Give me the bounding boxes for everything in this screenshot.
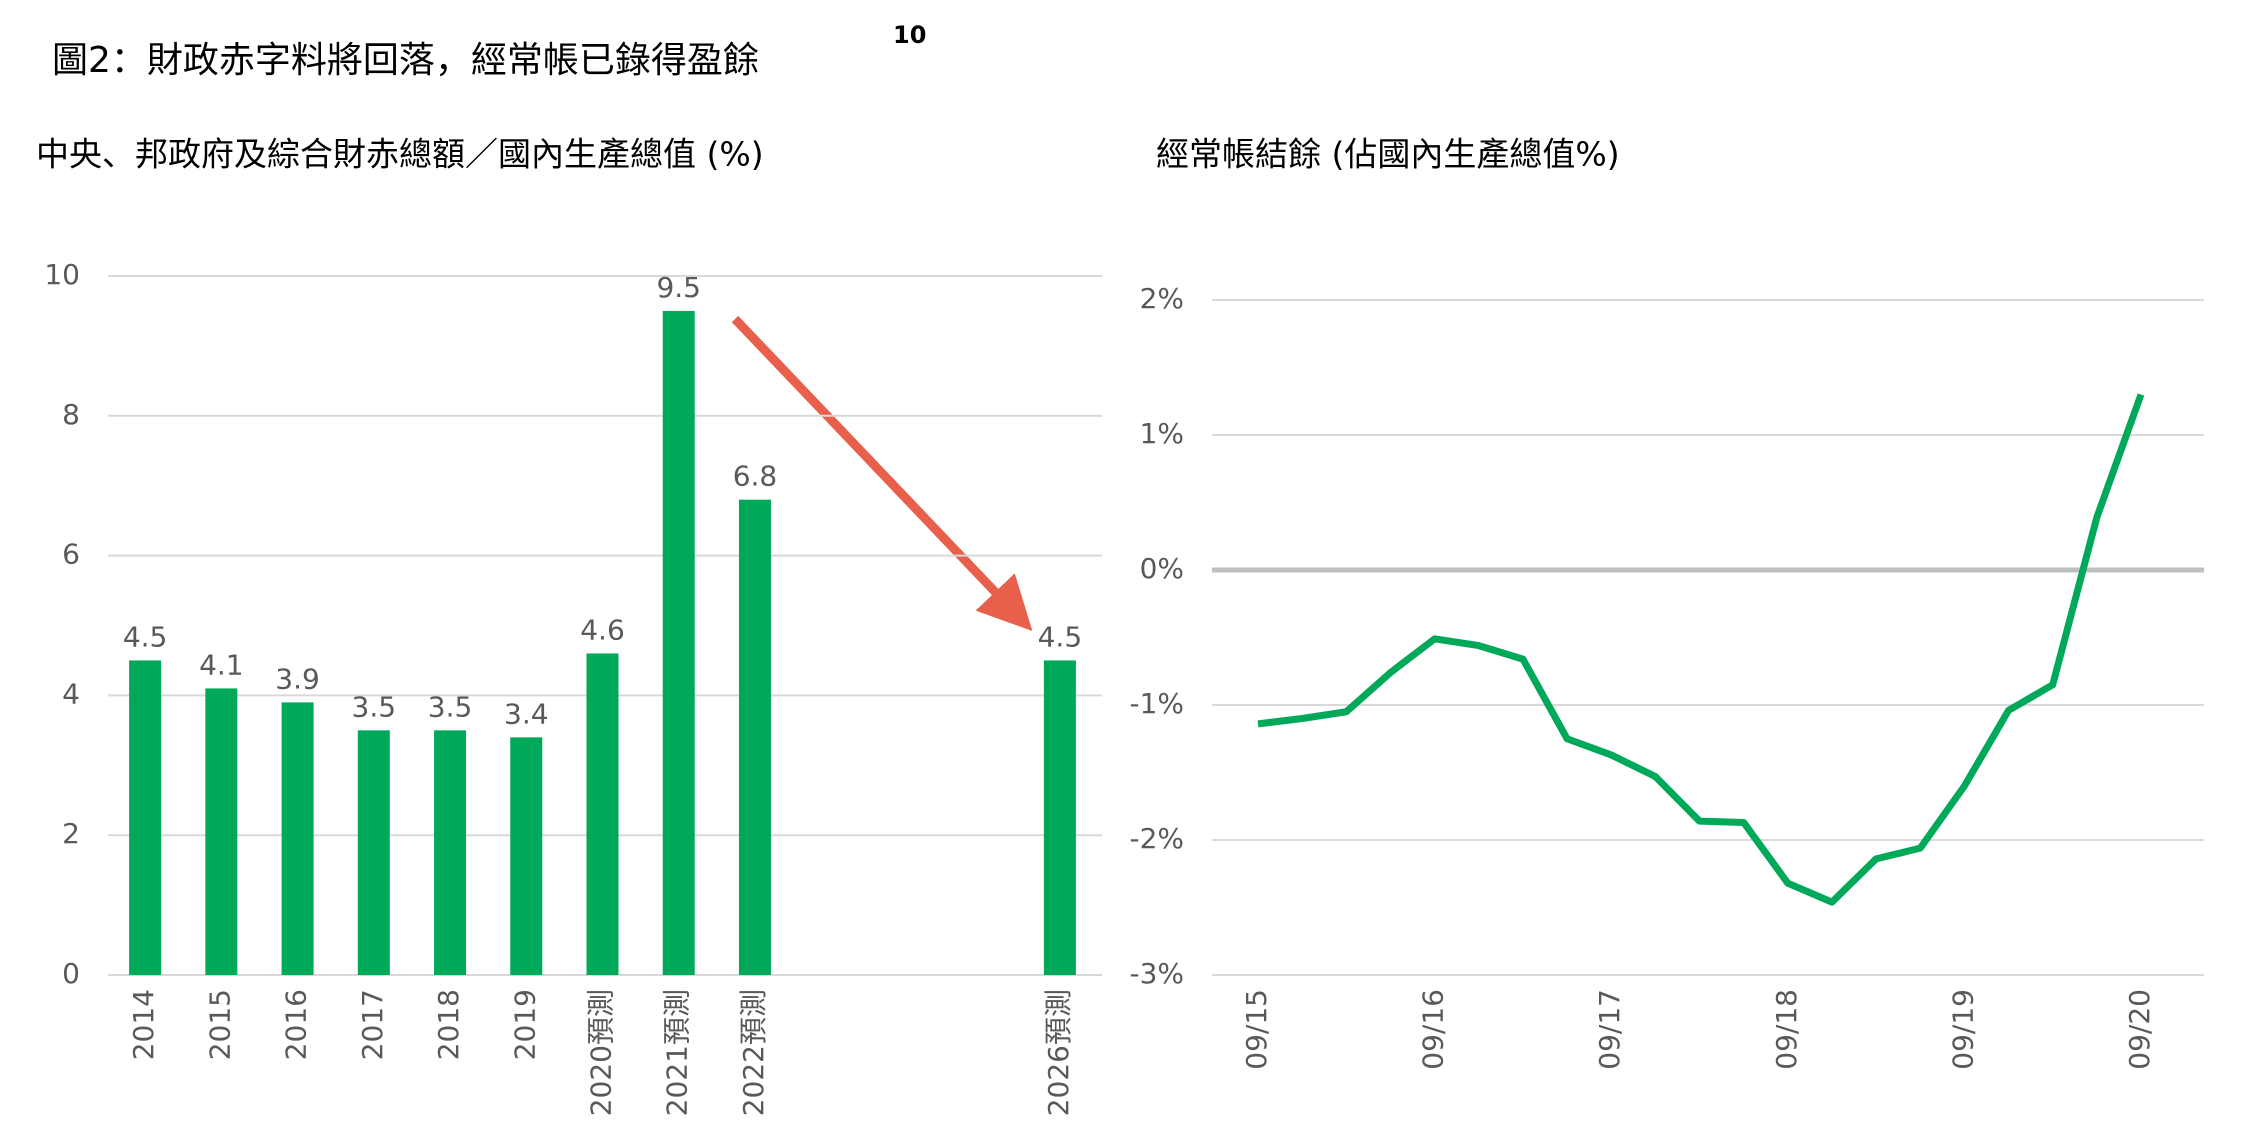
y-tick-label: 8 — [62, 398, 80, 431]
data-label: 3.9 — [275, 662, 320, 695]
x-tick-label: 2021預測 — [661, 989, 694, 1116]
trend-arrow — [731, 315, 1033, 632]
y-tick-label: 6 — [62, 538, 80, 571]
y-tick-label: 10 — [44, 258, 80, 291]
chart-title: 中央、邦政府及綜合財赤總額／國內生產總值 (%) — [36, 135, 764, 174]
bar — [662, 310, 695, 975]
x-tick-label: 09/19 — [1946, 989, 1979, 1070]
x-tick-label: 2014 — [127, 989, 160, 1060]
x-tick-label: 09/17 — [1593, 989, 1626, 1070]
y-tick-label: 2% — [1140, 282, 1184, 315]
bar — [281, 702, 314, 975]
y-tick-label: -1% — [1129, 687, 1184, 720]
bar — [738, 499, 771, 975]
data-label: 4.5 — [123, 620, 168, 653]
x-tick-label: 2026預測 — [1042, 989, 1075, 1116]
data-label: 9.5 — [656, 271, 701, 304]
bar — [434, 730, 467, 975]
y-tick-label: 0% — [1140, 552, 1184, 585]
bar — [510, 737, 543, 975]
x-tick-label: 09/15 — [1240, 989, 1273, 1070]
y-tick-label: -2% — [1129, 822, 1184, 855]
data-label: 4.6 — [580, 613, 625, 646]
bar — [129, 660, 162, 975]
x-tick-label: 2019 — [508, 989, 541, 1060]
x-tick-label: 2022預測 — [737, 989, 770, 1116]
data-label: 3.5 — [428, 690, 473, 723]
y-tick-label: 1% — [1140, 417, 1184, 450]
y-tick-label: 2 — [62, 817, 80, 850]
bar — [586, 653, 619, 975]
bar — [357, 730, 390, 975]
y-tick-label: -3% — [1129, 957, 1184, 990]
data-label: 6.8 — [733, 460, 778, 493]
bar — [205, 688, 238, 975]
line — [1257, 393, 2145, 906]
page-title: 圖2：財政赤字料將回落，經常帳已錄得盈餘 — [52, 40, 759, 81]
bar — [1043, 660, 1076, 975]
y-tick-label: 0 — [62, 957, 80, 990]
title-superscript: 10 — [893, 21, 926, 49]
x-tick-label: 09/18 — [1770, 989, 1803, 1070]
y-tick-label: 4 — [62, 677, 80, 710]
x-tick-label: 2015 — [203, 989, 236, 1060]
chart-title: 經常帳結餘 (佔國內生產總值%) — [1156, 135, 1620, 174]
data-label: 4.5 — [1038, 620, 1083, 653]
data-label: 3.4 — [504, 697, 549, 730]
x-tick-label: 2018 — [432, 989, 465, 1060]
data-label: 3.5 — [352, 690, 397, 723]
x-tick-label: 09/16 — [1417, 989, 1450, 1070]
x-tick-label: 09/20 — [2123, 989, 2156, 1070]
data-label: 4.1 — [199, 648, 244, 681]
x-tick-label: 2016 — [280, 989, 313, 1060]
x-tick-label: 2020預測 — [585, 989, 618, 1116]
x-tick-label: 2017 — [356, 989, 389, 1060]
